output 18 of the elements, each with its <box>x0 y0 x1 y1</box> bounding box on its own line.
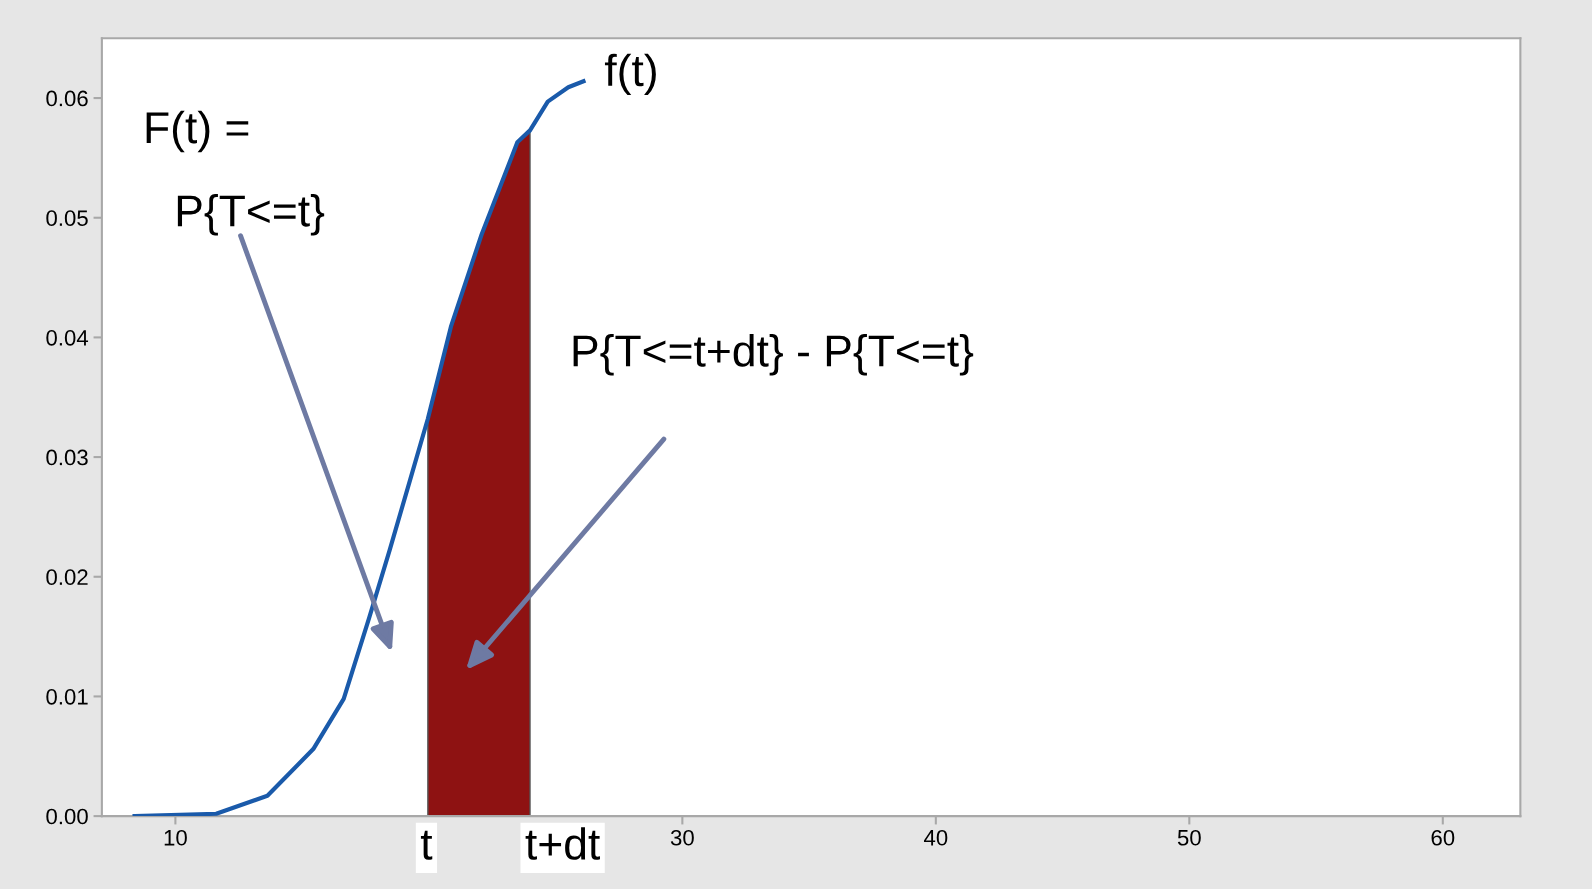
annotation: F(t) = <box>146 110 249 153</box>
y-tick-label: 0.03 <box>46 449 88 466</box>
x-tick-label: 60 <box>1431 829 1455 846</box>
annotation: t <box>420 830 433 860</box>
y-tick-label: 0.00 <box>46 808 88 825</box>
x-tick-label: 10 <box>164 829 187 846</box>
annotation: f(t) <box>604 53 656 96</box>
y-tick-label: 0.01 <box>46 688 88 705</box>
y-tick-label: 0.02 <box>46 569 88 586</box>
y-tick-label: 0.06 <box>46 90 88 107</box>
x-tick-label: 40 <box>923 829 948 846</box>
x-tick-label: 30 <box>670 829 694 846</box>
annotation: P{T<=t+dt} - P{T<=t} <box>573 334 974 376</box>
y-tick-label: 0.04 <box>46 329 89 346</box>
annotation: t+dt <box>525 827 600 860</box>
y-tick-label: 0.05 <box>46 210 88 227</box>
x-tick-label: 50 <box>1177 829 1201 846</box>
annotation: P{T<=t} <box>177 194 325 236</box>
